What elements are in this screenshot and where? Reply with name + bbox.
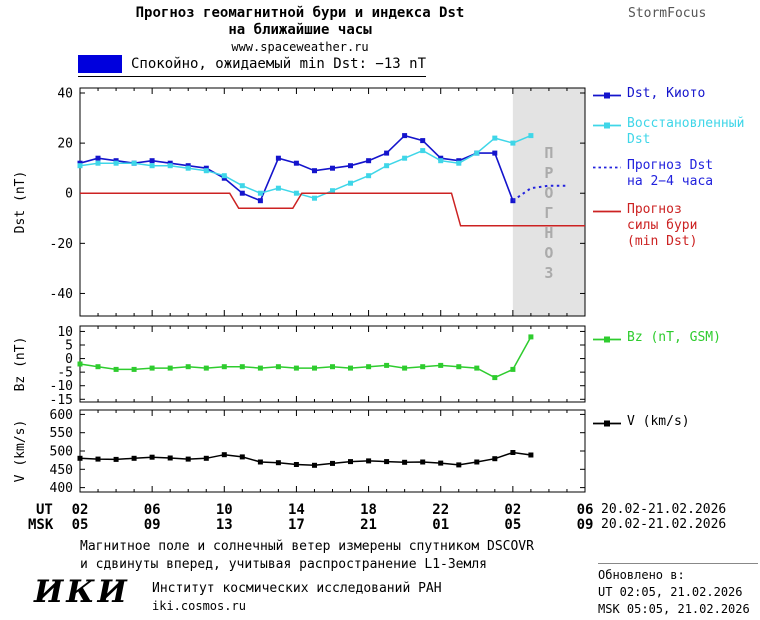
svg-text:-5: -5 [57, 366, 73, 381]
v-plot: 600 550 500 450 400 V (km/s) [13, 408, 586, 494]
footer-note-line2: и сдвинуты вперед, учитывая распростране… [80, 557, 487, 572]
legend-v: V (km/s) [593, 414, 690, 433]
svg-text:Bz (nT): Bz (nT) [13, 337, 28, 392]
updated-block: Обновлено в: UT 02:05, 21.02.2026 MSK 05… [598, 563, 758, 618]
ut-axis-row: UT 20.02-21.02.2026 02 06 10 14 18 22 02 06 [0, 502, 760, 519]
msk-tick-label: 17 [287, 517, 305, 533]
msk-tick-label: 09 [143, 517, 161, 533]
svg-text:Г: Г [544, 204, 553, 222]
svg-text:З: З [544, 264, 553, 282]
site-link[interactable]: www.spaceweather.ru [231, 40, 369, 54]
svg-text:V (km/s): V (km/s) [13, 420, 28, 483]
institute-website-link[interactable]: iki.cosmos.ru [152, 599, 246, 613]
svg-text:600: 600 [50, 408, 73, 423]
legend-storm-forecast: Прогноз силы бури (min Dst) [593, 202, 697, 250]
ut-date-range: 20.02-21.02.2026 [601, 502, 727, 517]
svg-text:500: 500 [50, 445, 73, 460]
ut-tick-label: 14 [287, 502, 305, 518]
legend-storm-forecast-label: Прогноз силы бури (min Dst) [627, 202, 698, 249]
institute-block: Институт космических исследований РАН ik… [152, 580, 442, 614]
svg-text:0: 0 [65, 187, 73, 202]
brand-label: StormFocus [628, 6, 707, 21]
iki-logo: ИКИ [34, 574, 130, 610]
legend-dst-kyoto-label: Dst, Киото [627, 86, 706, 101]
storm-forecast-line-icon [593, 205, 621, 221]
status-color-swatch [78, 55, 122, 73]
svg-text:450: 450 [50, 463, 73, 478]
legend-v-label: V (km/s) [627, 414, 690, 429]
page-title-line2: на ближайшие часы [228, 22, 372, 38]
svg-text:-10: -10 [50, 379, 73, 394]
legend-restored-dst-label: Восстановленный Dst [627, 116, 745, 147]
svg-text:О: О [544, 184, 553, 202]
svg-text:40: 40 [57, 87, 73, 102]
legend-forecast-dst-label: Прогноз Dst на 2−4 часа [627, 158, 714, 189]
footer-note-line1: Магнитное поле и солнечный ветер измерен… [80, 539, 534, 554]
ut-tick-label: 22 [432, 502, 450, 518]
ut-tick-label: 18 [360, 502, 377, 518]
msk-tick-label: 01 [432, 517, 450, 533]
ut-tick-label: 02 [504, 502, 522, 518]
msk-tick-label: 05 [71, 517, 89, 533]
msk-tick-label: 05 [504, 517, 522, 533]
svg-text:5: 5 [65, 339, 73, 354]
svg-text:Н: Н [544, 224, 553, 242]
updated-msk: MSK 05:05, 21.02.2026 [598, 602, 750, 616]
legend-restored-dst: Восстановленный Dst [593, 116, 744, 148]
updated-ut: UT 02:05, 21.02.2026 [598, 585, 743, 599]
institute-name: Институт космических исследований РАН [152, 581, 442, 596]
msk-tick-label: 13 [215, 517, 233, 533]
ut-row-label: UT [36, 502, 53, 518]
legend-bz: Bz (nT, GSM) [593, 330, 721, 349]
page-title: Прогноз геомагнитной бури и индекса Dst [135, 5, 465, 21]
updated-label: Обновлено в: [598, 568, 685, 582]
forecast-dst-dotted-line-icon [593, 161, 621, 177]
bz-line-icon [593, 333, 621, 349]
svg-text:Dst (nT): Dst (nT) [13, 171, 28, 234]
msk-row-label: MSK [28, 517, 54, 533]
msk-tick-label: 09 [576, 517, 594, 533]
header: Прогноз геомагнитной бури и индекса Dst … [0, 5, 600, 54]
svg-text:20: 20 [57, 137, 73, 152]
ut-tick-label: 10 [215, 502, 233, 518]
restored-dst-line-icon [593, 119, 621, 135]
legend-forecast-dst: Прогноз Dst на 2−4 часа [593, 158, 713, 190]
status-row: Спокойно, ожидаемый min Dst: −13 nT [78, 55, 427, 77]
svg-text:Р: Р [544, 164, 553, 182]
svg-text:400: 400 [50, 481, 73, 494]
svg-text:-15: -15 [50, 393, 73, 406]
msk-date-range: 20.02-21.02.2026 [601, 517, 727, 532]
legend-bz-label: Bz (nT, GSM) [627, 330, 721, 345]
ut-tick-label: 06 [576, 502, 594, 518]
status-label: Спокойно, ожидаемый min Dst: −13 nT [131, 56, 427, 72]
svg-text:П: П [544, 144, 553, 162]
msk-axis-row: MSK 20.02-21.02.2026 05 09 13 17 21 01 05 09 [0, 517, 760, 534]
ut-tick-label: 02 [71, 502, 89, 518]
svg-text:550: 550 [50, 426, 73, 441]
svg-text:-20: -20 [50, 237, 73, 252]
footer-note: Магнитное поле и солнечный ветер измерен… [80, 538, 534, 574]
svg-text:-40: -40 [50, 287, 73, 302]
svg-text:10: 10 [57, 325, 73, 340]
v-line-icon [593, 417, 621, 433]
svg-text:0: 0 [65, 352, 73, 367]
ut-tick-label: 06 [143, 502, 161, 518]
svg-text:О: О [544, 244, 553, 262]
legend-dst-kyoto: Dst, Киото [593, 86, 705, 105]
msk-tick-label: 21 [360, 517, 377, 533]
dst-kyoto-line-icon [593, 89, 621, 105]
